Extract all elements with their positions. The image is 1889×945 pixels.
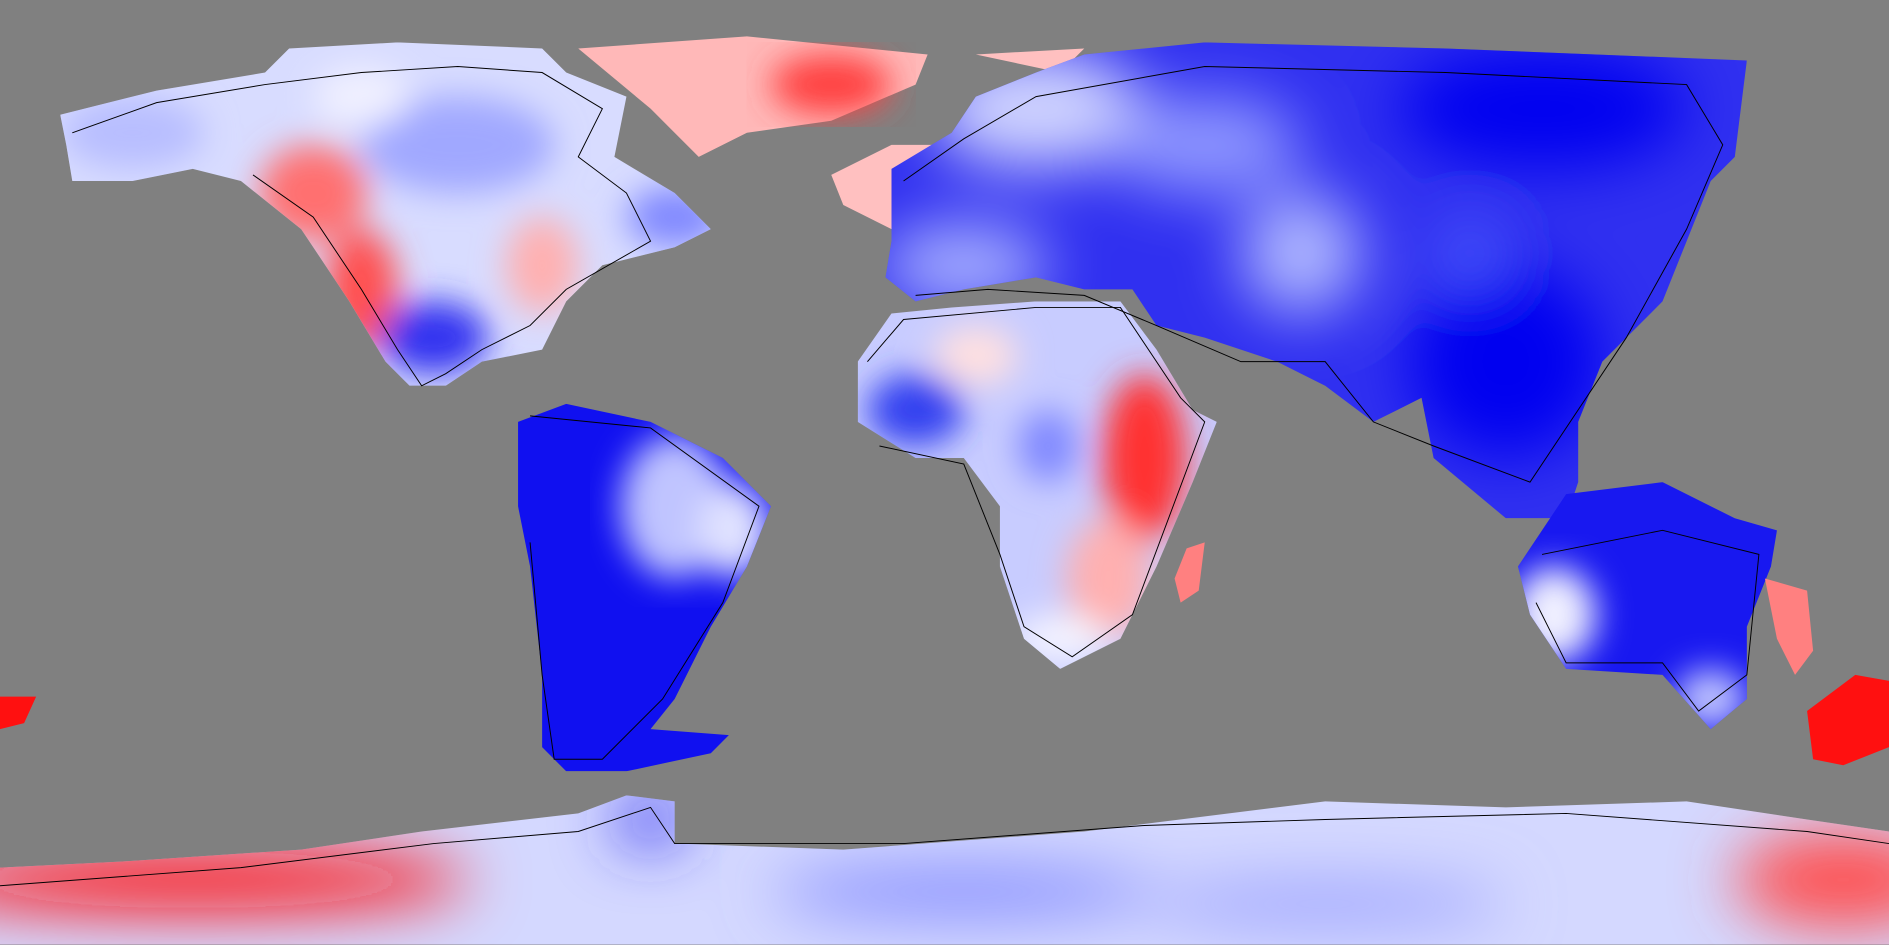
madagascar [1174,542,1205,603]
new-zealand [1764,578,1889,766]
pacific-patch [0,696,37,730]
greenland [578,36,928,157]
coastlines [0,66,1889,887]
